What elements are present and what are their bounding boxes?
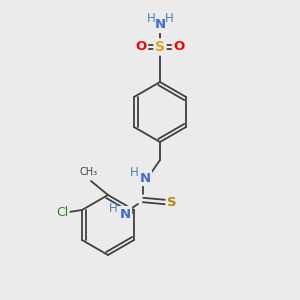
Text: H: H: [147, 11, 155, 25]
Text: H: H: [109, 202, 117, 214]
Text: S: S: [167, 196, 177, 208]
Text: Cl: Cl: [56, 206, 68, 220]
Text: N: N: [140, 172, 151, 184]
Text: S: S: [155, 40, 165, 54]
Text: CH₃: CH₃: [80, 167, 98, 177]
Text: H: H: [165, 11, 173, 25]
Text: O: O: [173, 40, 184, 53]
Text: H: H: [130, 167, 138, 179]
Text: O: O: [135, 40, 147, 53]
Text: N: N: [154, 19, 166, 32]
Text: N: N: [119, 208, 130, 220]
